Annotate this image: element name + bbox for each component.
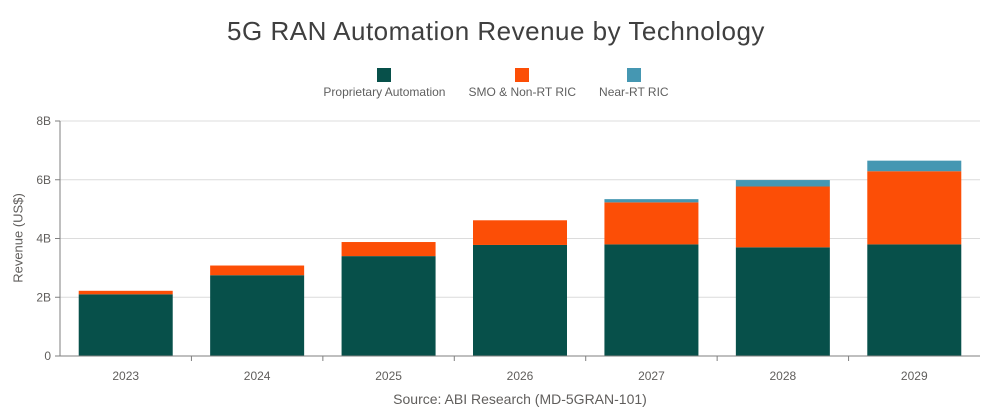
bar-segment-2024-smo-non-rt-ric[interactable] bbox=[210, 265, 305, 276]
bar-segment-2026-smo-non-rt-ric[interactable] bbox=[473, 220, 567, 245]
bar-segment-2026-proprietary-automation[interactable] bbox=[473, 244, 567, 356]
x-tick-label-2027: 2027 bbox=[638, 369, 665, 383]
y-tick-label-6B: 6B bbox=[36, 173, 51, 187]
legend-label-proprietary-automation: Proprietary Automation bbox=[323, 85, 446, 99]
bar-segment-2029-near-rt-ric[interactable] bbox=[867, 160, 962, 172]
chart-legend: Proprietary Automation SMO & Non-RT RIC Ne… bbox=[0, 68, 992, 99]
bar-segment-2027-near-rt-ric[interactable] bbox=[604, 199, 699, 203]
legend-item-smo-non-rt-ric[interactable]: SMO & Non-RT RIC bbox=[468, 68, 576, 99]
bar-segment-2025-proprietary-automation[interactable] bbox=[341, 256, 436, 356]
x-tick-label-2026: 2026 bbox=[507, 369, 534, 383]
bar-segment-2023-proprietary-automation[interactable] bbox=[78, 294, 173, 356]
bar-segment-2023-smo-non-rt-ric[interactable] bbox=[78, 290, 173, 295]
x-tick-label-2028: 2028 bbox=[770, 369, 797, 383]
bar-segment-2027-smo-non-rt-ric[interactable] bbox=[604, 202, 699, 245]
legend-swatch-proprietary-automation bbox=[377, 68, 392, 82]
legend-item-proprietary-automation[interactable]: Proprietary Automation bbox=[323, 68, 445, 99]
bar-segment-2029-smo-non-rt-ric[interactable] bbox=[867, 171, 962, 245]
bar-segment-2025-smo-non-rt-ric[interactable] bbox=[341, 242, 436, 257]
x-tick-label-2023: 2023 bbox=[112, 369, 139, 383]
x-tick-label-2025: 2025 bbox=[375, 369, 402, 383]
bar-segment-2028-smo-non-rt-ric[interactable] bbox=[735, 186, 830, 248]
bar-segment-2027-proprietary-automation[interactable] bbox=[604, 244, 699, 356]
legend-swatch-near-rt-ric bbox=[626, 68, 641, 82]
y-tick-label-8B: 8B bbox=[36, 114, 51, 128]
source-caption: Source: ABI Research (MD-5GRAN-101) bbox=[393, 391, 647, 407]
legend-label-near-rt-ric: Near-RT RIC bbox=[599, 85, 669, 99]
legend-label-smo-non-rt-ric: SMO & Non-RT RIC bbox=[468, 85, 577, 99]
x-tick-label-2024: 2024 bbox=[244, 369, 271, 383]
chart-title: 5G RAN Automation Revenue by Technology bbox=[227, 16, 765, 46]
y-tick-label-2B: 2B bbox=[36, 290, 51, 304]
bar-segment-2028-near-rt-ric[interactable] bbox=[735, 180, 830, 187]
bar-segment-2029-proprietary-automation[interactable] bbox=[867, 244, 962, 356]
y-tick-label-0: 0 bbox=[44, 349, 51, 363]
y-tick-label-4B: 4B bbox=[36, 232, 51, 246]
bar-segment-2024-proprietary-automation[interactable] bbox=[210, 275, 305, 356]
legend-item-near-rt-ric[interactable]: Near-RT RIC bbox=[599, 68, 669, 99]
x-tick-label-2029: 2029 bbox=[901, 369, 928, 383]
legend-swatch-smo-non-rt-ric bbox=[515, 68, 530, 82]
bar-segment-2028-proprietary-automation[interactable] bbox=[735, 247, 830, 356]
